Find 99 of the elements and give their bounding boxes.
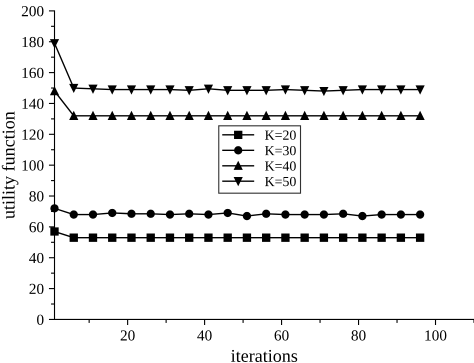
point xyxy=(396,112,406,120)
point xyxy=(185,112,194,120)
point xyxy=(242,86,252,95)
point xyxy=(281,112,290,120)
point xyxy=(358,212,367,220)
point xyxy=(377,234,386,242)
point xyxy=(416,210,424,219)
point xyxy=(166,234,174,242)
x-axis-title: iterations xyxy=(231,350,298,362)
x-tick-label: 40 xyxy=(197,330,212,341)
point xyxy=(127,112,136,120)
point xyxy=(224,112,232,120)
point xyxy=(262,86,270,95)
y-tick-label: 120 xyxy=(22,129,44,140)
point xyxy=(300,86,309,95)
y-tick-label: 200 xyxy=(22,6,44,16)
point xyxy=(108,208,116,218)
point xyxy=(281,234,290,242)
x-tick-label: 80 xyxy=(351,330,366,341)
y-axis-title: utility function xyxy=(2,112,18,219)
point xyxy=(262,234,270,242)
point xyxy=(358,112,367,120)
point xyxy=(88,84,98,93)
point xyxy=(242,112,252,120)
point xyxy=(166,85,174,94)
point xyxy=(320,86,328,96)
point xyxy=(242,212,252,220)
point xyxy=(377,210,386,219)
point xyxy=(127,210,136,218)
point xyxy=(204,210,213,219)
point xyxy=(146,112,155,120)
point xyxy=(396,234,406,242)
point xyxy=(127,234,136,242)
point xyxy=(127,85,136,94)
y-tick-label: 20 xyxy=(29,284,44,294)
point xyxy=(358,85,367,94)
point xyxy=(416,85,424,94)
point xyxy=(108,234,116,242)
point xyxy=(88,112,98,120)
point xyxy=(70,84,78,92)
point xyxy=(300,112,309,120)
point xyxy=(204,112,213,120)
point xyxy=(338,112,348,120)
legend-label: K=40 xyxy=(264,161,296,171)
point xyxy=(224,208,232,218)
y-tick-label: 40 xyxy=(29,252,44,264)
point xyxy=(70,112,78,120)
point xyxy=(108,85,116,94)
y-tick-label: 180 xyxy=(22,36,44,48)
point xyxy=(224,86,232,95)
point xyxy=(88,234,98,242)
point xyxy=(146,210,155,218)
point xyxy=(320,234,328,242)
point xyxy=(338,210,348,218)
point xyxy=(185,86,194,95)
point xyxy=(377,85,386,94)
point xyxy=(146,85,155,94)
point xyxy=(281,210,290,219)
point xyxy=(300,210,309,219)
y-tick-label: 160 xyxy=(22,68,44,78)
point xyxy=(224,234,232,242)
y-tick-label: 100 xyxy=(22,160,44,171)
point xyxy=(338,86,348,95)
point xyxy=(416,112,424,120)
point xyxy=(50,86,59,96)
point xyxy=(166,112,174,120)
x-tick-label: 100 xyxy=(425,330,446,341)
point xyxy=(242,234,252,242)
point xyxy=(166,210,174,219)
legend-label: K=30 xyxy=(264,146,296,156)
point xyxy=(262,210,270,218)
point xyxy=(204,84,213,93)
point xyxy=(204,234,213,242)
y-tick-label: 80 xyxy=(29,191,44,202)
point xyxy=(185,210,194,218)
point xyxy=(320,210,328,219)
point xyxy=(262,112,270,120)
y-tick-label: 60 xyxy=(29,222,44,232)
point xyxy=(146,234,155,242)
point xyxy=(338,234,348,242)
x-tick-label: 60 xyxy=(274,330,289,341)
point xyxy=(300,234,309,242)
point xyxy=(70,234,78,242)
point xyxy=(281,85,290,94)
point xyxy=(396,210,406,219)
point xyxy=(396,85,406,94)
legend-label: K=50 xyxy=(264,176,296,186)
point xyxy=(416,234,424,242)
y-tick-label: 140 xyxy=(22,98,44,109)
point xyxy=(108,112,116,120)
legend-label: K=20 xyxy=(264,130,296,140)
point xyxy=(70,210,78,219)
point xyxy=(377,112,386,120)
point xyxy=(88,210,98,219)
point xyxy=(320,112,328,120)
point xyxy=(185,234,194,242)
point xyxy=(358,234,367,242)
y-tick-label: 0 xyxy=(37,314,44,325)
x-tick-label: 20 xyxy=(120,330,135,341)
